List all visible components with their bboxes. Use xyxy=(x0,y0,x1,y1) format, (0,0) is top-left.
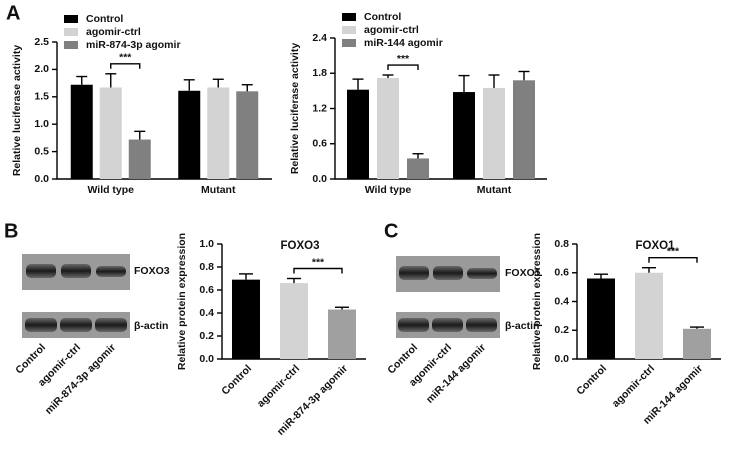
blot-band xyxy=(61,264,91,278)
x-tick-label: agomir-ctrl xyxy=(610,363,657,410)
bar xyxy=(280,283,308,359)
x-tick-label: Control xyxy=(574,363,609,398)
legend-swatch xyxy=(64,15,78,23)
y-tick-label: 2.4 xyxy=(312,32,327,44)
legend-swatch xyxy=(342,13,356,21)
bar xyxy=(377,77,399,179)
bar xyxy=(128,139,151,179)
blot-band xyxy=(466,318,497,332)
legend-swatch xyxy=(342,39,356,47)
lane-label: miR-874-3p agomir xyxy=(43,342,118,417)
lane-label: miR-144 agomir xyxy=(424,342,488,406)
significance-bracket xyxy=(293,267,343,274)
y-tick-label: 0.4 xyxy=(199,307,214,319)
significance-bracket xyxy=(387,64,419,71)
legend-label: miR-874-3p agomir xyxy=(86,39,181,51)
significance-label: *** xyxy=(119,52,132,64)
y-tick-label: 1.8 xyxy=(312,67,327,79)
y-tick-label: 0.6 xyxy=(199,284,214,296)
x-tick-label: Wild type xyxy=(365,184,412,196)
y-tick-label: 0.0 xyxy=(554,353,569,365)
y-tick-label: 1.0 xyxy=(34,118,49,130)
x-tick-label: Mutant xyxy=(477,184,512,196)
legend-label: agomir-ctrl xyxy=(364,24,419,36)
chart-title: FOXO3 xyxy=(281,240,320,252)
significance-bracket xyxy=(648,257,698,263)
y-tick-label: 2.5 xyxy=(34,36,49,48)
bar xyxy=(483,87,505,179)
legend-label: agomir-ctrl xyxy=(86,26,141,38)
significance-bracket xyxy=(110,63,141,69)
significance-label: *** xyxy=(312,256,325,268)
chart-title: FOXO1 xyxy=(636,240,676,252)
bar xyxy=(453,92,475,179)
y-tick-label: 0.5 xyxy=(34,145,49,157)
x-tick-label: Wild type xyxy=(87,184,134,196)
y-tick-label: 0.2 xyxy=(554,324,569,336)
blot-band xyxy=(432,318,463,332)
y-axis-label: Relative protein expression xyxy=(531,233,543,370)
panel-label: A xyxy=(6,2,20,24)
significance-label: *** xyxy=(397,53,410,65)
bar xyxy=(513,80,535,179)
blot-band xyxy=(25,318,57,332)
legend-swatch xyxy=(64,41,78,49)
y-tick-label: 0.0 xyxy=(312,173,327,185)
y-tick-label: 0.6 xyxy=(312,138,327,150)
bar xyxy=(207,87,230,179)
bar xyxy=(178,90,201,179)
x-tick-label: agomir-ctrl xyxy=(255,363,302,410)
bar xyxy=(236,91,259,179)
protein-label: β-actin xyxy=(505,320,539,332)
significance-label: *** xyxy=(667,246,680,258)
panel-label: C xyxy=(384,220,398,242)
panel-label: B xyxy=(4,220,18,242)
legend-label: miR-144 agomir xyxy=(364,37,443,49)
bar xyxy=(328,309,356,359)
lane-label: Control xyxy=(13,342,48,377)
x-tick-label: Control xyxy=(219,363,254,398)
legend-label: Control xyxy=(86,13,123,25)
blot-band xyxy=(399,266,429,280)
y-axis-label: Relative luciferase activity xyxy=(11,45,23,176)
blot-band xyxy=(467,268,497,279)
y-tick-label: 2.0 xyxy=(34,63,49,75)
protein-label: β-actin xyxy=(134,320,168,332)
y-tick-label: 1.0 xyxy=(199,238,214,250)
protein-label: FOXO3 xyxy=(134,265,170,277)
bar xyxy=(683,328,711,359)
blot-band xyxy=(433,266,463,280)
y-tick-label: 0.0 xyxy=(199,353,214,365)
y-tick-label: 1.2 xyxy=(312,102,327,114)
y-tick-label: 0.8 xyxy=(554,238,569,250)
bar xyxy=(587,278,615,359)
y-tick-label: 0.4 xyxy=(554,295,569,307)
x-tick-label: Mutant xyxy=(201,184,236,196)
blot-band xyxy=(398,318,429,332)
western-blot: FOXO1 β-actin Control agomir-ctrl miR-14… xyxy=(385,256,541,406)
blot-band xyxy=(95,318,127,332)
western-blot: FOXO3 β-actin Control agomir-ctrl miR-87… xyxy=(13,254,170,417)
y-tick-label: 0.2 xyxy=(199,330,214,342)
y-axis-label: Relative protein expression xyxy=(176,233,188,370)
y-tick-label: 0.6 xyxy=(554,267,569,279)
bar xyxy=(70,84,93,179)
legend-swatch xyxy=(64,28,78,36)
bar xyxy=(232,279,260,359)
legend-label: Control xyxy=(364,11,401,23)
legend-swatch xyxy=(342,26,356,34)
y-tick-label: 1.5 xyxy=(34,91,49,103)
y-tick-label: 0.8 xyxy=(199,261,214,273)
blot-band xyxy=(60,318,92,332)
bar xyxy=(99,87,122,179)
bar xyxy=(407,158,429,179)
bar xyxy=(347,89,369,179)
blot-band xyxy=(26,264,56,278)
protein-label: FOXO1 xyxy=(505,267,541,279)
y-axis-label: Relative luciferase activity xyxy=(289,43,301,174)
y-tick-label: 0.0 xyxy=(34,173,49,185)
blot-band xyxy=(96,266,126,277)
bar xyxy=(635,272,663,359)
